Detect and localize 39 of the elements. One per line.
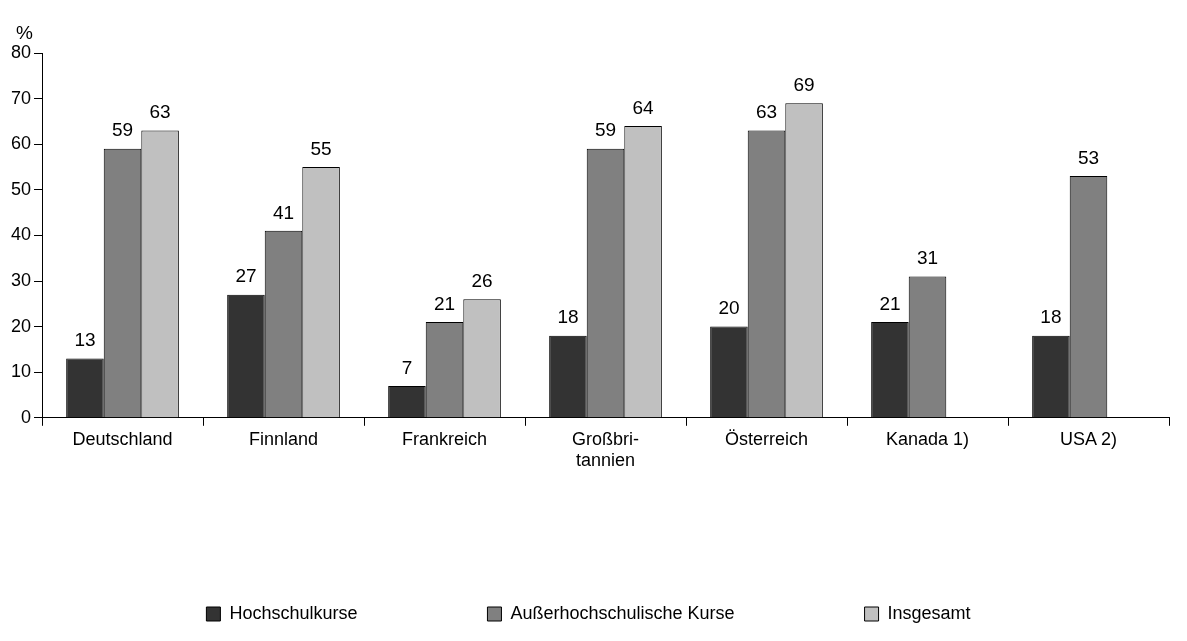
- data-label: 41: [272, 201, 295, 223]
- data-label: 63: [149, 101, 171, 123]
- data-label: 59: [594, 119, 617, 141]
- x-tick-label: Finnland: [248, 428, 319, 449]
- data-label: 59: [111, 119, 134, 141]
- data-label: 18: [1040, 306, 1062, 328]
- data-label: 13: [74, 329, 96, 351]
- data-label: 55: [310, 137, 332, 159]
- y-tick-label: 10: [10, 361, 32, 382]
- data-label: 64: [632, 96, 655, 118]
- data-label: 27: [235, 265, 257, 287]
- x-tick-label: Kanada 1): [885, 428, 970, 449]
- y-tick-label: 50: [10, 178, 32, 199]
- y-tick-label: 80: [10, 41, 32, 62]
- data-label: 63: [755, 101, 778, 123]
- data-label: 31: [916, 247, 939, 269]
- data-label: 69: [793, 73, 815, 95]
- y-tick-label: 30: [10, 269, 32, 290]
- y-tick-label: 0: [21, 406, 32, 427]
- x-tick-label: Frankreich: [402, 428, 488, 449]
- legend-label: Hochschulkurse: [229, 602, 358, 623]
- x-tick-label: Deutschland: [72, 428, 173, 449]
- data-label: 7: [401, 356, 413, 378]
- x-tick-label: Österreich: [724, 428, 809, 449]
- data-label: 18: [557, 306, 579, 328]
- data-label: 26: [471, 269, 493, 291]
- legend-label: Insgesamt: [887, 602, 971, 623]
- x-tick-label: USA 2): [1059, 428, 1118, 449]
- y-tick-label: 40: [10, 224, 32, 245]
- data-label: 20: [718, 297, 740, 319]
- data-label: 21: [433, 292, 456, 314]
- data-label: 53: [1077, 146, 1100, 168]
- x-tick-label: Großbri- tannien: [572, 428, 640, 471]
- y-tick-label: 20: [10, 315, 32, 336]
- data-label: 21: [879, 292, 901, 314]
- y-tick-label: 70: [10, 87, 32, 108]
- y-tick-label: 60: [10, 133, 32, 154]
- y-axis-title: %: [16, 21, 33, 43]
- legend-label: Außerhochschulische Kurse: [510, 602, 735, 623]
